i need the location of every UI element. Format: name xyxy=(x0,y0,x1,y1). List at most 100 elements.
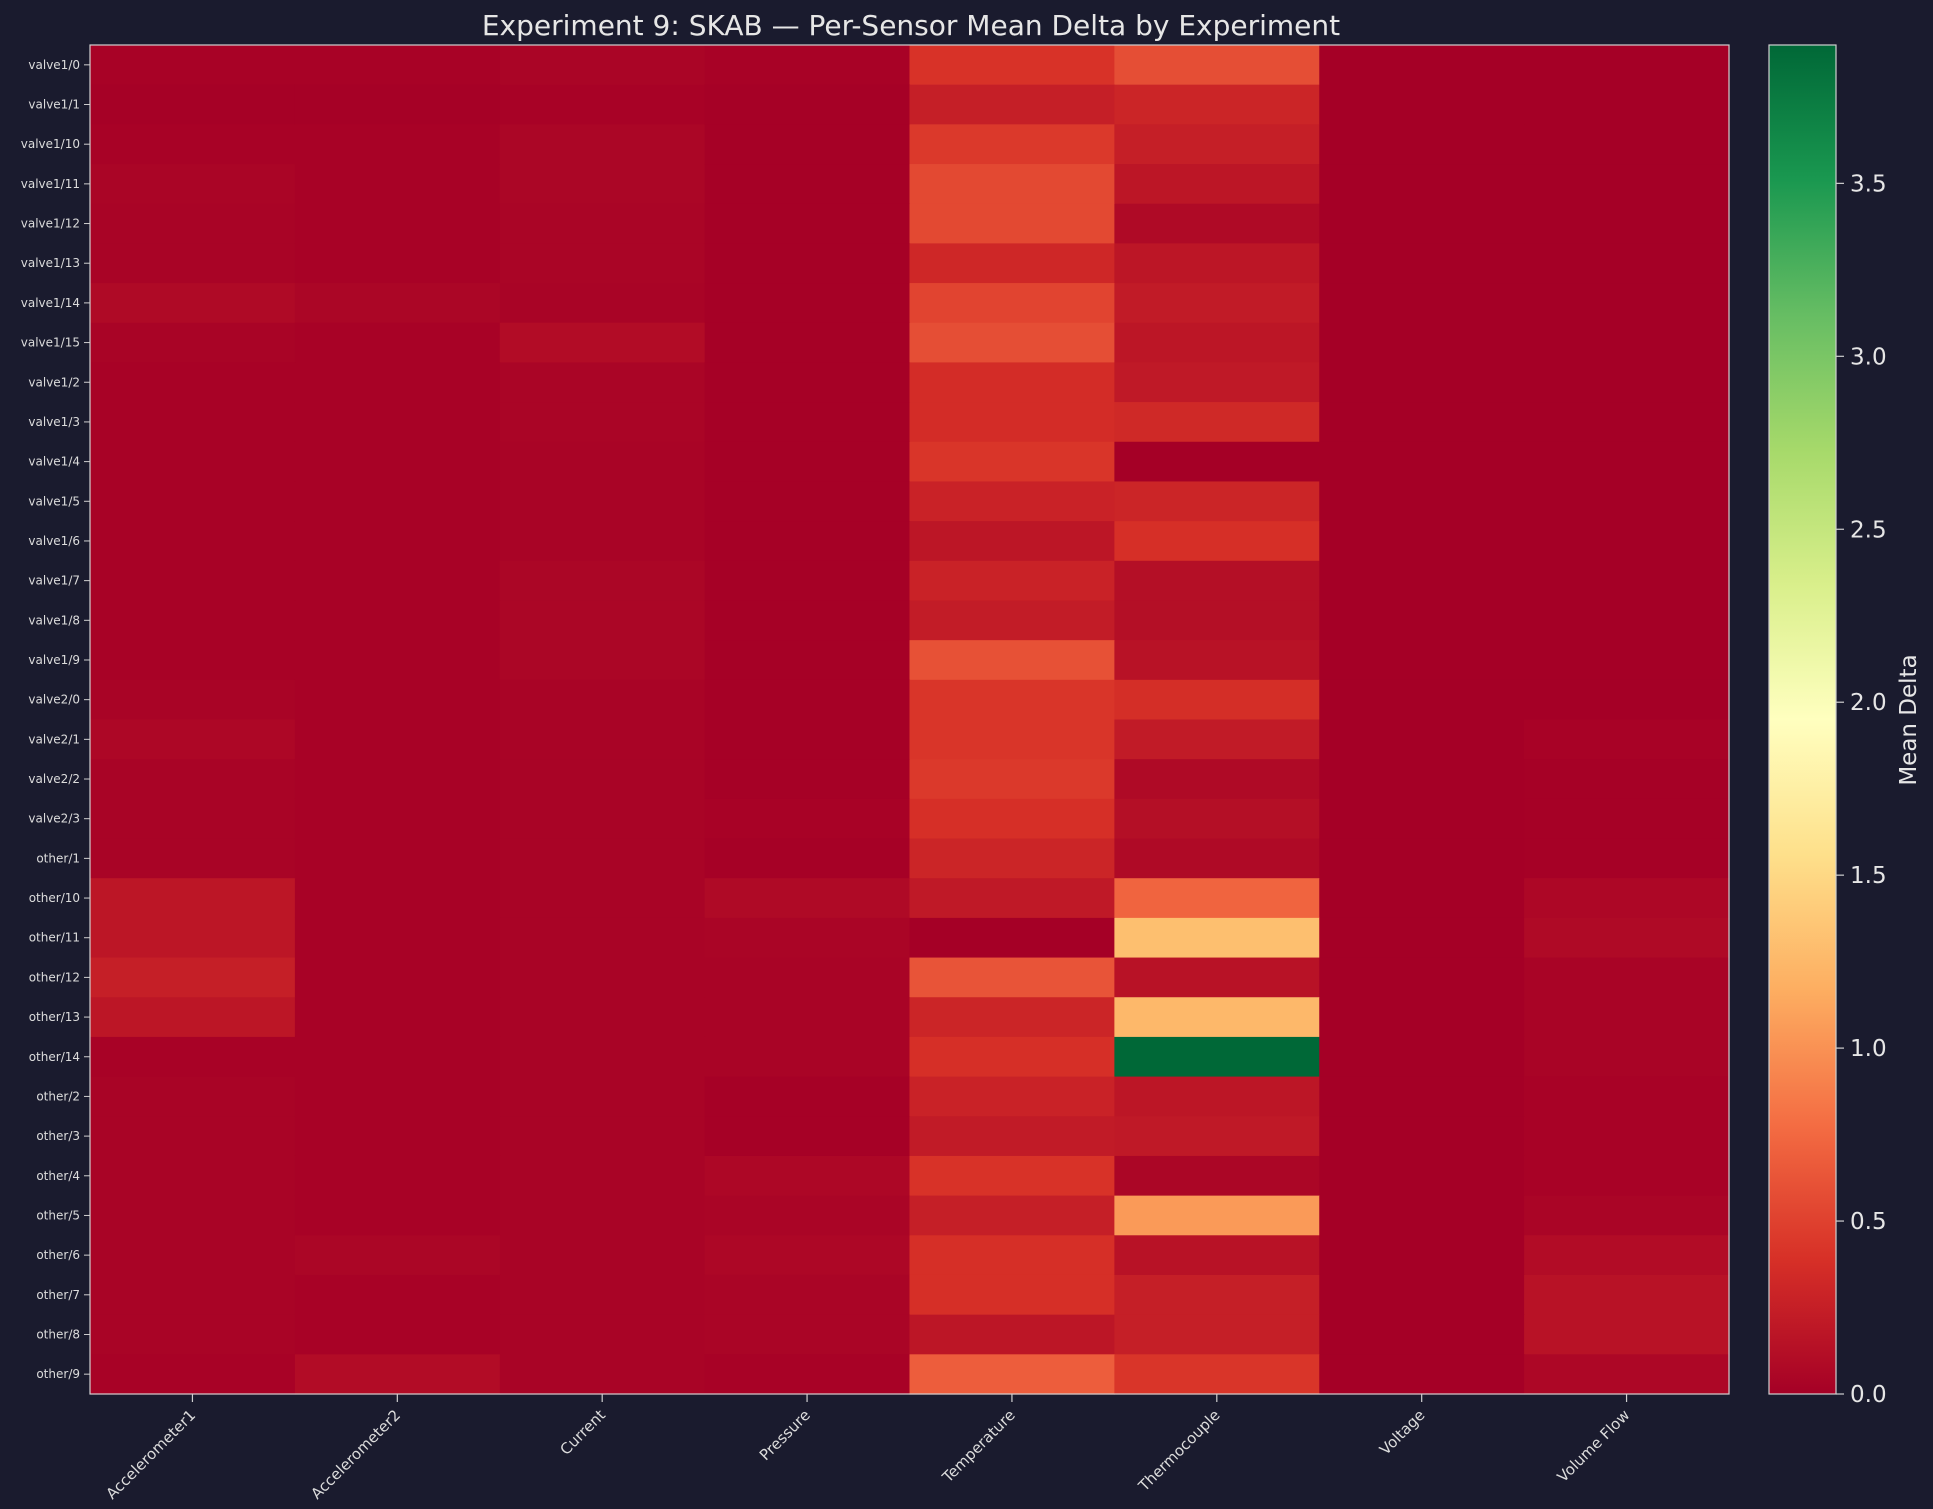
y-tick-label: valve1/9 xyxy=(28,653,80,667)
heatmap-cell xyxy=(90,1274,296,1316)
heatmap-cell xyxy=(1524,878,1730,919)
heatmap-cell xyxy=(499,1314,706,1355)
heatmap-cell xyxy=(1524,1354,1730,1395)
y-tick-label: valve1/3 xyxy=(28,415,80,429)
heatmap-cell xyxy=(909,362,1115,403)
heatmap-cell xyxy=(1524,560,1730,602)
y-tick-label: other/1 xyxy=(36,851,80,865)
heatmap-cell xyxy=(90,84,296,125)
heatmap-cell xyxy=(1319,521,1525,562)
heatmap-cell xyxy=(704,679,911,721)
heatmap-cell xyxy=(704,798,911,840)
heatmap-cell xyxy=(1524,521,1730,562)
heatmap-cell xyxy=(1114,124,1320,165)
heatmap-cell xyxy=(90,481,296,522)
heatmap-cell xyxy=(909,640,1115,681)
heatmap-cell xyxy=(1319,243,1525,284)
heatmap-cell xyxy=(499,1195,706,1236)
heatmap-cell xyxy=(294,560,501,602)
heatmap-cell xyxy=(1319,402,1525,443)
colorbar-label: Mean Delta xyxy=(1896,654,1922,785)
colorbar-tick-label: 0.5 xyxy=(1850,1209,1887,1235)
heatmap-cell xyxy=(1319,759,1525,800)
heatmap-cell xyxy=(1524,1036,1730,1078)
heatmap-cell xyxy=(909,481,1115,522)
heatmap-cell xyxy=(1524,679,1730,721)
heatmap-cell xyxy=(90,1036,296,1078)
y-tick-label: other/7 xyxy=(36,1288,80,1302)
heatmap-cell xyxy=(90,560,296,602)
heatmap-cell xyxy=(909,679,1115,721)
colorbar xyxy=(1768,44,1837,1395)
heatmap-cell xyxy=(1114,1235,1320,1276)
heatmap-cell xyxy=(294,917,501,959)
heatmap-cell xyxy=(1524,640,1730,681)
heatmap-cell xyxy=(704,560,911,602)
y-tick-label: other/6 xyxy=(36,1248,80,1262)
heatmap-cell xyxy=(294,679,501,721)
heatmap-cell xyxy=(1114,322,1320,364)
heatmap-cell xyxy=(1524,1274,1730,1316)
heatmap-cell xyxy=(909,1235,1115,1276)
heatmap-cell xyxy=(909,521,1115,562)
heatmap-cell xyxy=(704,164,911,205)
heatmap-cell xyxy=(1319,798,1525,840)
heatmap-cell xyxy=(1524,402,1730,443)
heatmap-cell xyxy=(704,759,911,800)
heatmap-cell xyxy=(499,560,706,602)
y-tick-label: valve1/0 xyxy=(28,58,80,72)
heatmap-cell xyxy=(499,1235,706,1276)
heatmap-cell xyxy=(1319,1314,1525,1355)
heatmap-cell xyxy=(1524,1155,1730,1197)
y-tick-labels: valve1/0 valve1/1 valve1/10 valve1/11 valve1… xyxy=(21,58,90,1381)
heatmap-cell xyxy=(1319,164,1525,205)
heatmap-cell xyxy=(909,1195,1115,1236)
heatmap-cell xyxy=(294,1036,501,1078)
heatmap-cell xyxy=(294,759,501,800)
heatmap-cell xyxy=(294,521,501,562)
y-tick-label: valve1/7 xyxy=(28,574,80,588)
heatmap-cell xyxy=(499,402,706,443)
heatmap-cell xyxy=(1524,45,1730,86)
heatmap-cell xyxy=(499,798,706,840)
heatmap-cell xyxy=(499,1036,706,1078)
heatmap-cell xyxy=(90,1116,296,1157)
heatmap-cell xyxy=(294,838,501,879)
heatmap-cell xyxy=(294,45,501,86)
heatmap-cell xyxy=(909,402,1115,443)
heatmap-cell xyxy=(1319,917,1525,959)
heatmap-cell xyxy=(909,838,1115,879)
heatmap-cell xyxy=(499,521,706,562)
heatmap-cell xyxy=(704,1274,911,1316)
y-tick-label: valve1/8 xyxy=(28,613,80,627)
heatmap-cell xyxy=(704,600,911,641)
heatmap-cell xyxy=(499,719,706,760)
heatmap-cell xyxy=(909,1036,1115,1078)
heatmap-cell xyxy=(1524,322,1730,364)
heatmap-cell xyxy=(1319,640,1525,681)
y-tick-label: valve1/5 xyxy=(28,494,80,508)
heatmap-cell xyxy=(1524,798,1730,840)
heatmap-cell xyxy=(499,1274,706,1316)
heatmap-cell xyxy=(294,1076,501,1117)
heatmap-cell xyxy=(294,1155,501,1197)
heatmap-cell xyxy=(499,1116,706,1157)
y-tick-label: other/3 xyxy=(36,1129,80,1143)
heatmap-cell xyxy=(1114,84,1320,125)
heatmap-cell xyxy=(1114,1076,1320,1117)
y-tick-label: valve1/13 xyxy=(21,256,80,270)
heatmap-cell xyxy=(1319,1235,1525,1276)
heatmap-cell xyxy=(704,481,911,522)
y-tick-label: valve2/2 xyxy=(28,772,80,786)
heatmap-cell xyxy=(704,441,911,483)
heatmap-cell xyxy=(704,45,911,86)
heatmap-cell xyxy=(1319,203,1525,244)
heatmap-cell xyxy=(1524,481,1730,522)
heatmap-cell xyxy=(704,1116,911,1157)
heatmap-cell xyxy=(1114,1036,1320,1078)
heatmap-cell xyxy=(90,1314,296,1355)
y-tick-label: other/11 xyxy=(29,931,80,945)
colorbar-tick-label: 1.5 xyxy=(1850,863,1887,889)
heatmap-cell xyxy=(1524,84,1730,125)
